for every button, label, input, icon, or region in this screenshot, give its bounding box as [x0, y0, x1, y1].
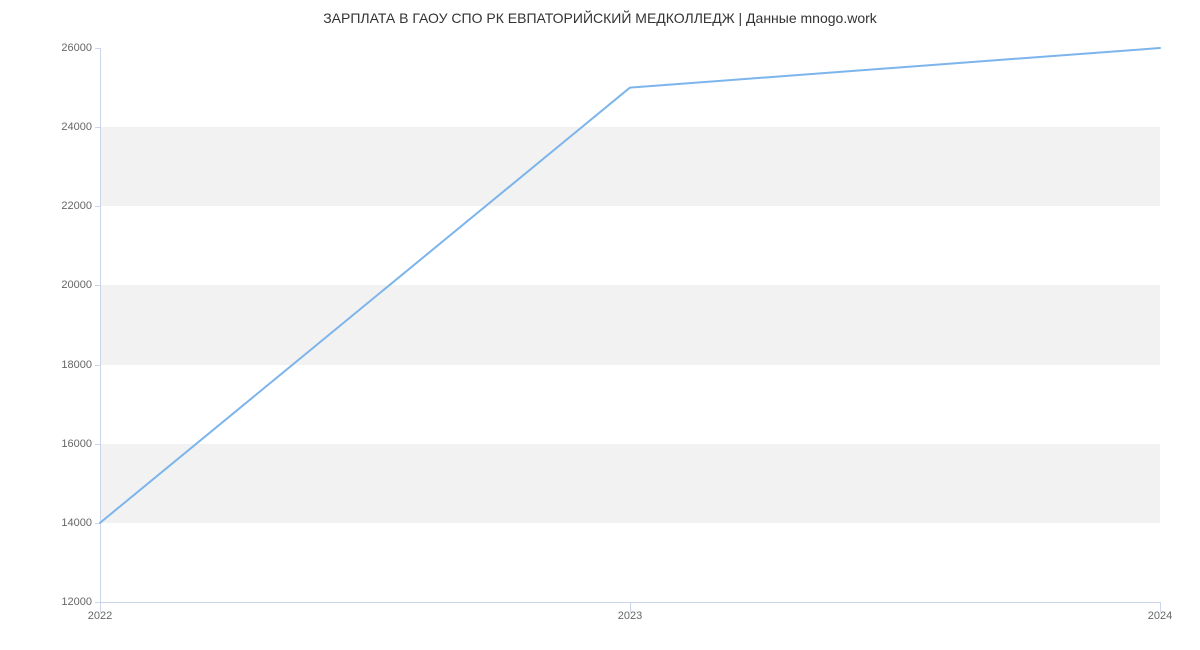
series-line [100, 48, 1160, 523]
salary-line-chart: ЗАРПЛАТА В ГАОУ СПО РК ЕВПАТОРИЙСКИЙ МЕД… [0, 0, 1200, 650]
chart-title: ЗАРПЛАТА В ГАОУ СПО РК ЕВПАТОРИЙСКИЙ МЕД… [0, 10, 1200, 26]
x-tick-mark [1160, 602, 1161, 612]
x-tick-mark [630, 602, 631, 612]
series-layer [100, 48, 1160, 602]
x-tick-mark [100, 602, 101, 612]
plot-area: 1200014000160001800020000220002400026000… [100, 48, 1160, 602]
